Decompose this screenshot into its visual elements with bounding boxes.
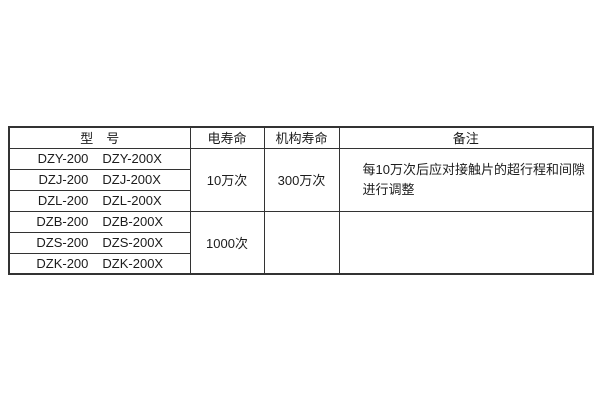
remarks-line: 进行调整 (362, 181, 415, 197)
electrical-life-cell: 1000次 (189, 210, 265, 275)
model-name: DZJ-200 (38, 172, 89, 187)
electrical-life-cell: 10万次 (189, 147, 265, 212)
table-row: DZJ-200 DZJ-200X (8, 168, 593, 191)
model-name-x: DZS-200X (102, 235, 164, 250)
header-remarks: 备注 (338, 126, 594, 149)
model-cell: DZB-200 DZB-200X (8, 210, 191, 233)
model-name: DZL-200 (37, 193, 89, 208)
model-name: DZS-200 (36, 235, 89, 250)
remarks-line: 每10万次后应对接触片的超行程和间隙 (362, 161, 585, 177)
model-name-x: DZY-200X (102, 151, 162, 166)
header-mechanism-life: 机构寿命 (263, 126, 340, 149)
model-cell: DZK-200 DZK-200X (8, 252, 191, 275)
table-row: DZK-200 DZK-200X (8, 252, 593, 275)
header-row: 型 号 电寿命 机构寿命 备注 (8, 126, 594, 149)
model-name-x: DZK-200X (102, 255, 164, 271)
model-name-x: DZJ-200X (102, 172, 161, 187)
table-row: DZB-200 DZB-200X 1000次 (8, 210, 594, 275)
model-cell: DZL-200 DZL-200X (8, 189, 191, 212)
model-cell: DZJ-200 DZJ-200X (8, 168, 191, 191)
spec-table: 型 号 电寿命 机构寿命 备注 DZY-200 DZY-200X 10万次 30… (8, 126, 594, 275)
mechanism-life-cell: 300万次 (263, 147, 340, 212)
header-model: 型 号 (8, 126, 191, 149)
model-name-x: DZB-200X (102, 214, 164, 229)
remarks-cell (338, 210, 594, 275)
mechanism-life-cell (263, 210, 340, 275)
model-cell: DZY-200 DZY-200X (8, 147, 191, 170)
model-name: DZK-200 (36, 255, 89, 271)
table-row: DZY-200 DZY-200X 10万次 300万次 每10万次后应对接触片的… (8, 147, 594, 212)
model-cell: DZS-200 DZS-200X (8, 231, 191, 254)
table-row: DZL-200 DZL-200X (8, 189, 593, 212)
model-name: DZB-200 (36, 214, 89, 229)
model-name-x: DZL-200X (102, 193, 162, 208)
model-name: DZY-200 (37, 151, 89, 166)
header-electrical-life: 电寿命 (189, 126, 265, 149)
remarks-cell: 每10万次后应对接触片的超行程和间隙 进行调整 (338, 147, 594, 212)
